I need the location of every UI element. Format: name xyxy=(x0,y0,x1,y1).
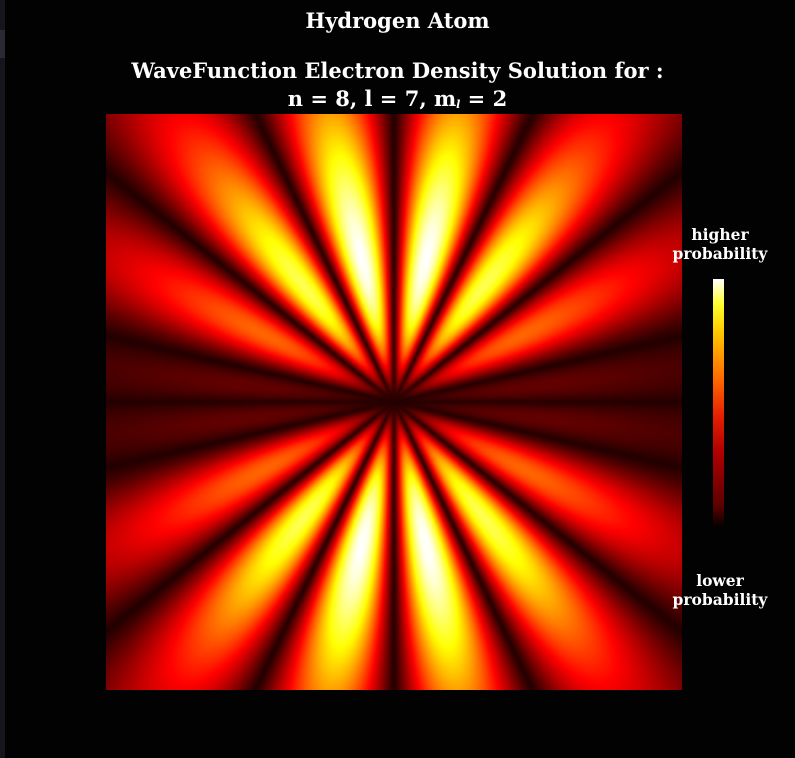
colorbar-low-label: lower probability xyxy=(672,571,768,609)
figure-title: Hydrogen Atom xyxy=(305,8,490,33)
window-edge xyxy=(0,0,5,758)
figure-subtitle: WaveFunction Electron Density Solution f… xyxy=(131,58,664,83)
quantum-n-l-m: n = 8, l = 7, m xyxy=(287,86,457,111)
window-edge-mark xyxy=(0,30,5,58)
colorbar-high-label: higher probability xyxy=(672,225,768,263)
quantum-m-value: = 2 xyxy=(460,86,508,111)
quantum-numbers: n = 8, l = 7, ml = 2 xyxy=(0,86,795,111)
m-subscript: l xyxy=(456,98,461,111)
electron-density-plot xyxy=(106,114,682,690)
colorbar xyxy=(713,279,724,527)
